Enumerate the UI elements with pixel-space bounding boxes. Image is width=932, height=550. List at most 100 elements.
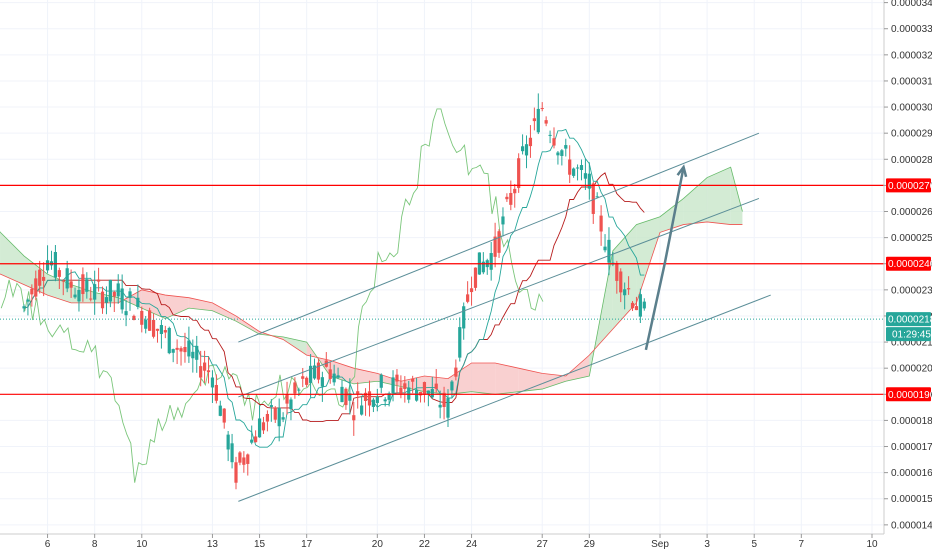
candle-body [607,239,611,263]
time-tick-label: Sep [651,539,669,550]
candle-body [112,291,116,297]
time-axis[interactable]: 6 8 10 13 15 17 20 22 24 27 29 Sep 3 5 7 10 [0,533,884,550]
time-tick-label: 6 [45,539,51,550]
candle-body [489,253,493,270]
level-price-tag-text: 0.00002700 [888,181,932,192]
cloud-segment [730,167,743,225]
candle-body [497,231,501,253]
last-price-tag-bg [886,312,931,327]
candle-body [301,376,305,379]
leading-span-b [0,221,743,382]
candle-body [140,310,144,325]
candle-body [38,269,42,286]
price-tick-label: 0.00001400 [891,520,932,531]
time-tick-label: 22 [419,539,431,550]
support-resistance-lines[interactable] [0,184,884,395]
candle-body [42,276,46,281]
candle-body [22,306,26,309]
candle-body [144,319,148,329]
candle-body [399,387,403,395]
candle-body [183,347,187,353]
candle-body [246,454,250,464]
candle-body [434,383,438,389]
candle-body [238,452,242,463]
candle-body [509,193,513,205]
cloud-segment [660,198,684,233]
candle-body [108,279,112,302]
candle-body [234,462,238,483]
candle-body [603,246,607,251]
candle-body [418,391,423,396]
candle-body [96,279,101,282]
candle-body [328,369,332,379]
candle-body [179,348,183,352]
candle-body [367,391,372,406]
channel-line[interactable] [238,294,771,502]
cloud-segment [448,362,472,395]
candle-body [442,392,446,407]
candle-body [623,289,627,296]
cloud-segment [283,336,307,356]
time-tick-label: 3 [704,539,710,550]
candle-body [289,399,293,410]
candle-body [222,408,226,423]
candle-body [414,389,419,401]
price-tick-label: 0.00003400 [891,0,932,9]
candle-body [30,288,34,295]
candle-body [265,413,270,422]
candle-body [395,374,399,382]
cloud-segment [0,232,24,285]
price-tick-label: 0.00002500 [891,233,932,244]
cloud-segment [542,373,566,390]
candle-body [120,288,124,310]
candle-body [583,173,588,179]
candle-body [352,415,356,421]
candle-body [568,159,572,175]
candle-body [422,382,427,395]
candle-body [175,347,179,350]
cloud-segment [353,368,378,384]
candle-body [100,291,105,309]
cloud-segment [377,373,401,387]
candle-body [572,168,576,176]
price-tick-label: 0.00001600 [891,468,932,479]
time-tick-label: 17 [301,539,313,550]
candle-body [69,281,73,288]
candle-body [552,138,556,146]
countdown-tag-text: 01:29:45 [892,330,931,341]
candle-body [199,366,203,378]
time-tick-label: 24 [466,539,478,550]
candle-body [45,260,50,271]
level-price-tag: 0.00002700 [886,178,932,193]
price-tags: 0.00002700 0.00002400 0.00001900 0.00002188… [886,178,932,402]
candle-body [493,236,497,257]
candle-body [564,145,568,149]
candle-body [116,283,120,297]
candle-body [26,299,30,302]
candles [22,93,646,490]
price-tick-label: 0.00003000 [891,103,932,114]
projection-arrow[interactable] [644,166,685,351]
candle-body [195,345,199,360]
candle-body [269,405,273,407]
candle-body [163,330,167,333]
candle-body [73,294,77,298]
candle-body [363,392,368,401]
cloud-segment [612,224,637,330]
candle-body [218,405,222,416]
time-tick-label: 5 [751,539,757,550]
candle-body [501,216,505,225]
candle-body [430,388,434,398]
price-tick-label: 0.00002900 [891,129,932,140]
candle-body [297,389,301,391]
candle-body [450,381,454,391]
channel-line[interactable] [238,132,760,343]
price-tick-label: 0.00002000 [891,364,932,375]
candle-body [281,417,285,420]
candle-body [528,137,533,147]
arrow-projection[interactable] [644,164,688,351]
candle-body [513,188,517,194]
candle-body [438,404,442,408]
candle-body [167,327,171,354]
